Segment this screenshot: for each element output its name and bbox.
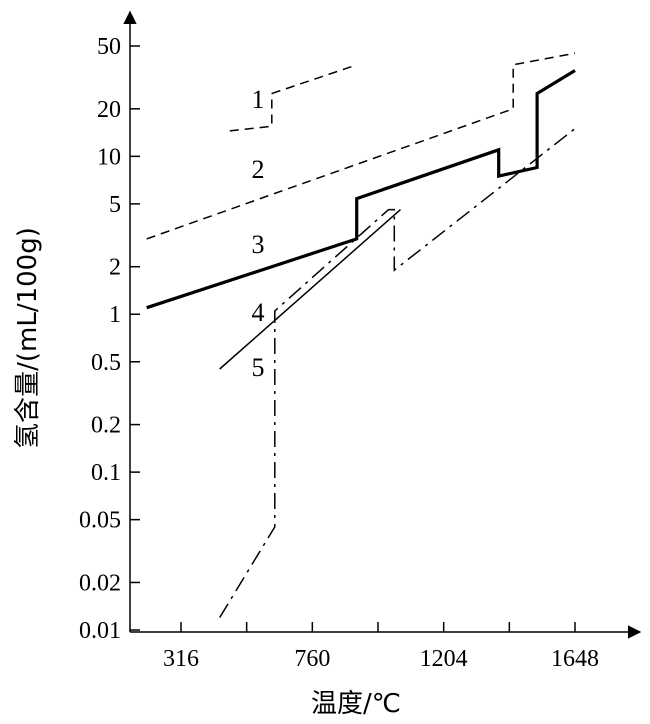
y-tick-label: 0.5: [91, 350, 121, 376]
x-axis-title: 温度/℃: [311, 689, 401, 719]
y-ticks: 0.01 0.02 0.05 0.1 0.2 0.5 1 2 5 10 20 50: [79, 34, 140, 644]
series-2-label: 2: [252, 155, 265, 184]
x-ticks: 316 760 1204 1648: [163, 622, 599, 672]
y-tick-label: 2: [109, 255, 121, 281]
series-2-line: [146, 52, 576, 240]
y-tick-label: 10: [97, 144, 121, 170]
x-tick-label: 760: [294, 646, 330, 672]
series-1-line: [229, 64, 358, 132]
y-tick-label: 0.1: [91, 460, 121, 486]
series-3-line: [146, 69, 576, 310]
series-4-label: 4: [252, 298, 265, 327]
y-axis-title: 氢含量/(mL/100g): [13, 227, 43, 449]
x-tick-label: 316: [163, 646, 199, 672]
y-tick-label: 50: [97, 34, 121, 60]
y-tick-label: 0.2: [91, 413, 121, 439]
y-tick-label: 1: [109, 302, 121, 328]
series-3-label: 3: [252, 230, 265, 259]
y-tick-label: 5: [109, 192, 121, 218]
y-tick-label: 0.02: [79, 570, 121, 596]
series-labels: 1 2 3 4 5: [252, 85, 265, 382]
x-tick-label: 1648: [551, 646, 599, 672]
series-layer: [146, 52, 576, 618]
series-1-label: 1: [252, 85, 265, 114]
y-tick-label: 0.05: [79, 508, 121, 534]
y-tick-label: 20: [97, 97, 121, 123]
series-4-line: [219, 128, 576, 618]
series-5-line: [219, 209, 401, 370]
series-5-label: 5: [252, 353, 265, 382]
y-tick-label: 0.01: [79, 618, 121, 644]
x-tick-label: 1204: [420, 646, 468, 672]
